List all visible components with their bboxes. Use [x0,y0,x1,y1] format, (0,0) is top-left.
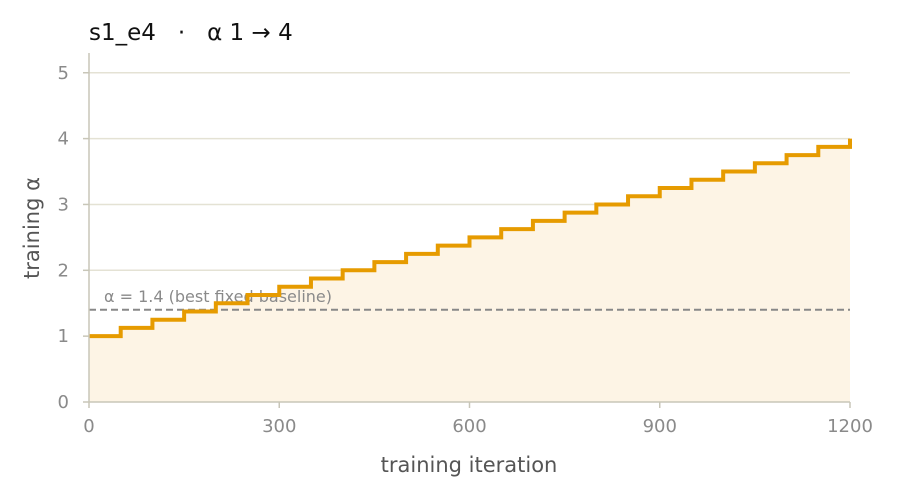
x-tick-label: 300 [262,416,296,437]
series-group [89,138,852,339]
series-area [89,138,850,403]
x-tick-label: 0 [83,416,94,437]
y-axis-label: training α [20,177,44,279]
x-tick-label: 600 [452,416,486,437]
x-axis-label: training iteration [381,453,558,477]
y-tick-label: 1 [58,326,69,347]
area-fill [89,138,850,403]
x-tick-label: 900 [643,416,677,437]
y-tick-label: 5 [58,63,69,84]
y-tick-label: 2 [58,260,69,281]
x-tick-label: 1200 [827,416,873,437]
x-axis-ticks: 0 300 600 900 1200 [83,402,873,437]
y-tick-label: 4 [58,129,69,150]
series-line [89,138,852,339]
reference-line-label: α = 1.4 (best fixed baseline) [104,287,332,306]
chart-title: s1_e4 · α 1 → 4 [89,20,293,46]
y-tick-label: 3 [58,194,69,215]
y-axis-ticks: 0 1 2 3 4 5 [58,63,89,413]
y-tick-label: 0 [58,392,69,413]
